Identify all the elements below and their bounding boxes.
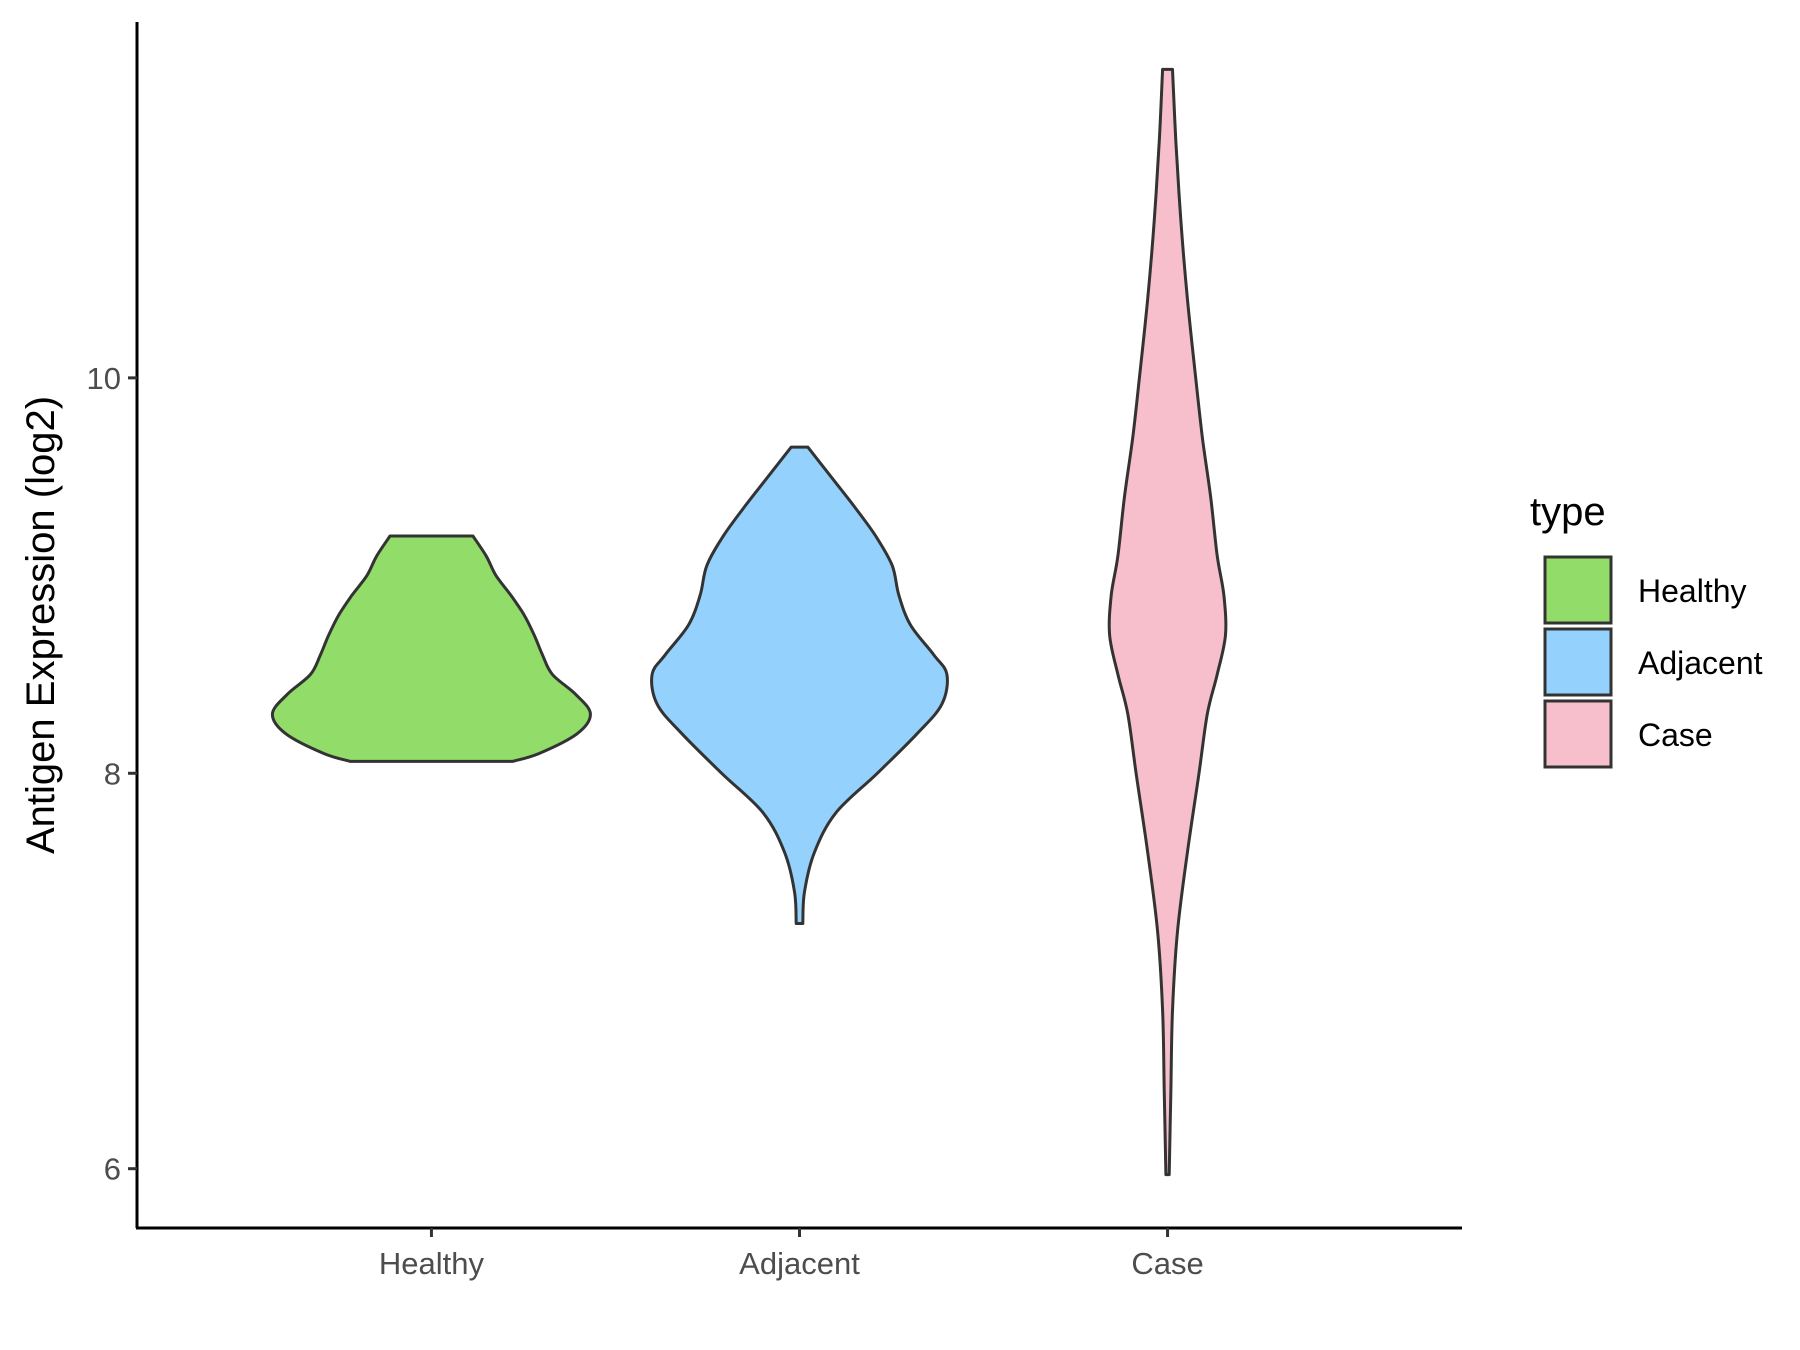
- x-ticks: Healthy Adjacent Case: [379, 1228, 1204, 1281]
- violins-layer: [270, 67, 1228, 1177]
- violin-adjacent: [650, 445, 949, 925]
- y-tick-label: 6: [104, 1152, 121, 1187]
- x-tick-label: Healthy: [379, 1246, 485, 1281]
- x-tick-label: Case: [1131, 1246, 1203, 1281]
- legend-swatch-case: [1543, 699, 1613, 769]
- violin-case: [1107, 67, 1228, 1177]
- y-tick-label: 8: [104, 756, 121, 791]
- legend: type Healthy Adjacent Case: [1530, 490, 1763, 769]
- y-ticks: 6 8 10: [87, 361, 137, 1187]
- x-tick-label: Adjacent: [739, 1246, 860, 1281]
- legend-swatch-adjacent: [1543, 627, 1613, 697]
- y-axis-title: Antigen Expression (log2): [19, 396, 63, 854]
- violin-healthy: [270, 534, 592, 763]
- legend-items: Healthy Adjacent Case: [1543, 555, 1763, 769]
- legend-label-healthy: Healthy: [1638, 573, 1747, 609]
- legend-label-adjacent: Adjacent: [1638, 645, 1763, 681]
- legend-swatch-healthy: [1543, 555, 1613, 625]
- y-tick-label: 10: [87, 361, 121, 396]
- legend-title: type: [1530, 490, 1606, 534]
- legend-label-case: Case: [1638, 717, 1713, 753]
